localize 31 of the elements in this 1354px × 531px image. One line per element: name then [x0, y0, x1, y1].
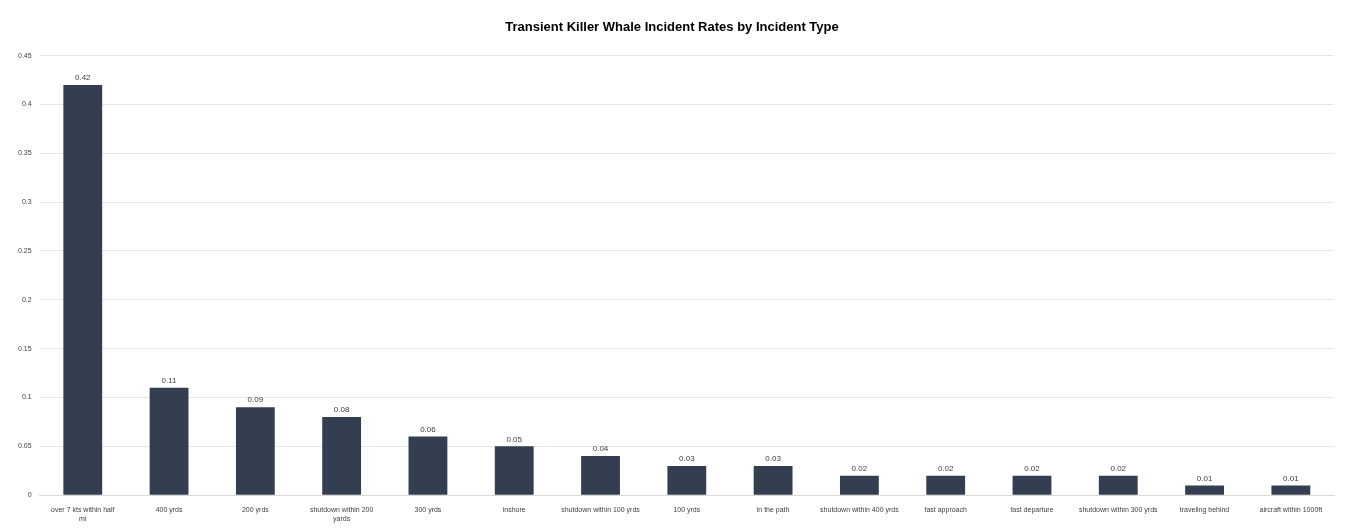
data-label: 0.42: [74, 73, 92, 83]
bar: [235, 407, 275, 495]
bar: [149, 387, 189, 495]
bar: [1185, 485, 1224, 495]
chart-title: Transient Killer Whale Incident Rates by Incident Type: [505, 19, 839, 35]
data-label: 0.09: [247, 395, 264, 405]
data-label: 0.05: [506, 434, 523, 444]
bar: [1271, 485, 1311, 495]
bar: [63, 84, 103, 495]
bar: [581, 456, 620, 495]
bar: [322, 417, 362, 495]
data-label: 0.02: [851, 463, 868, 473]
bar: [839, 475, 879, 495]
data-label: 0.01: [1283, 473, 1300, 483]
data-label: 0.03: [679, 454, 696, 464]
data-label: 0.06: [420, 424, 437, 434]
bar: [408, 436, 448, 495]
bar: [667, 465, 707, 495]
data-label: 0.02: [1024, 463, 1041, 473]
bar: [494, 446, 534, 495]
data-label: 0.02: [1110, 463, 1127, 473]
data-label: 0.08: [333, 405, 350, 415]
bar: [753, 465, 793, 495]
data-label: 0.03: [765, 454, 782, 464]
data-label: 0.11: [161, 375, 178, 385]
data-label: 0.01: [1196, 473, 1213, 483]
bar: [926, 475, 966, 495]
data-label: 0.04: [592, 444, 609, 454]
data-label: 0.02: [937, 463, 955, 473]
bar: [1012, 475, 1052, 495]
bar: [1098, 475, 1138, 495]
